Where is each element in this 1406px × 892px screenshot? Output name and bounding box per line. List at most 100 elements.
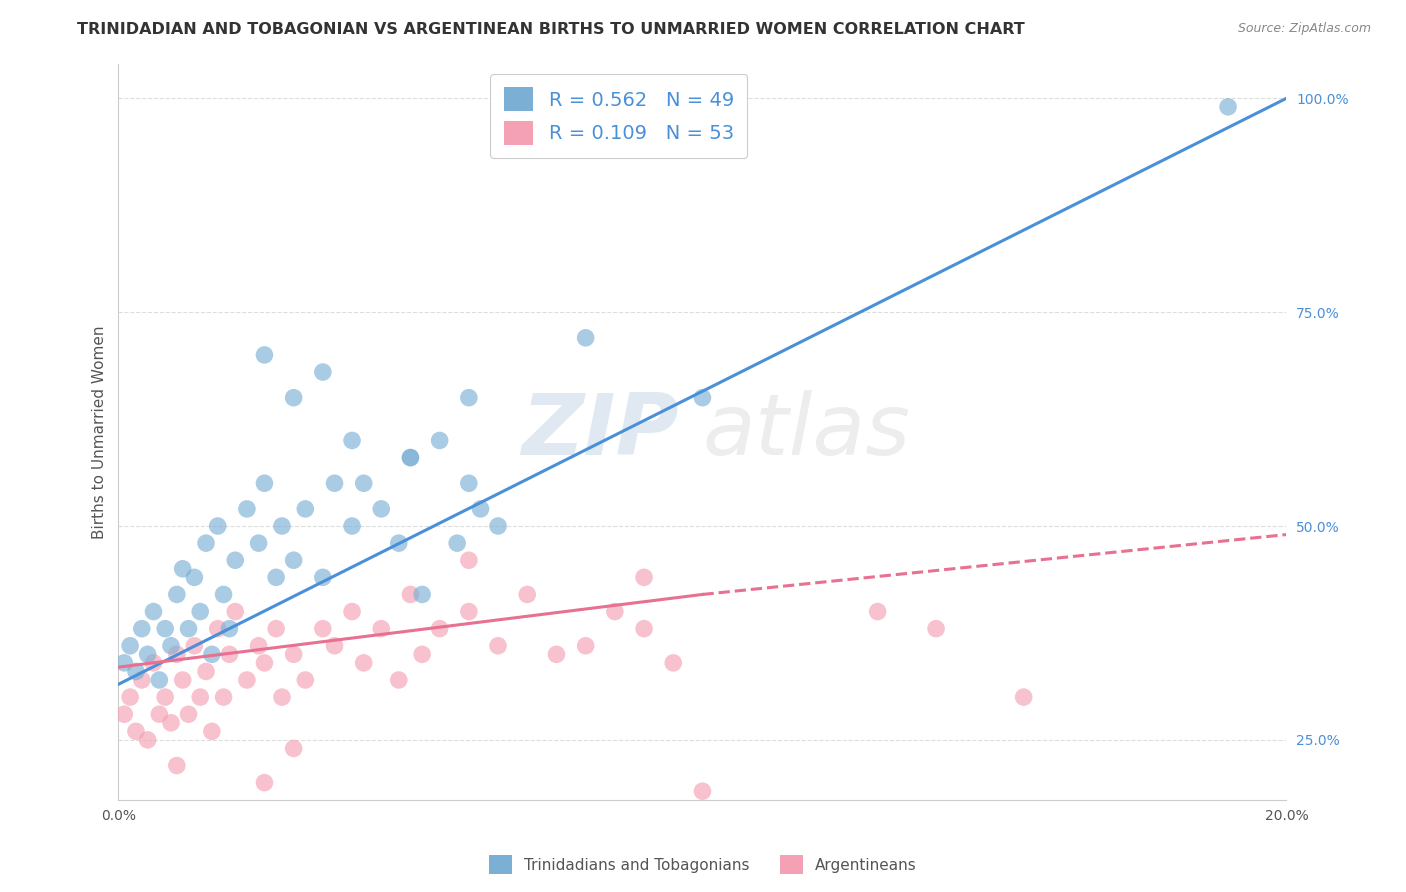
Point (294, 502, 316, 516)
Point (470, 502, 492, 516)
Point (370, 502, 392, 516)
Point (218, 648, 240, 662)
Point (486, 639, 509, 653)
Point (166, 587, 188, 601)
Point (283, 553, 305, 567)
Point (486, 519, 509, 533)
Point (188, 605, 211, 619)
Point (148, 673, 170, 687)
Point (283, 391, 305, 405)
Point (172, 673, 194, 687)
Point (546, 648, 568, 662)
Point (148, 707, 170, 722)
Point (388, 536, 411, 550)
Point (201, 724, 224, 739)
Point (224, 605, 246, 619)
Point (633, 570, 655, 584)
Point (207, 622, 229, 636)
Point (264, 570, 287, 584)
Point (253, 476, 276, 491)
Point (253, 775, 276, 789)
Point (603, 605, 626, 619)
Point (136, 732, 159, 747)
Point (172, 562, 194, 576)
Point (183, 639, 205, 653)
Point (399, 587, 422, 601)
Text: TRINIDADIAN AND TOBAGONIAN VS ARGENTINEAN BIRTHS TO UNMARRIED WOMEN CORRELATION : TRINIDADIAN AND TOBAGONIAN VS ARGENTINEA… (77, 22, 1025, 37)
Text: Source: ZipAtlas.com: Source: ZipAtlas.com (1237, 22, 1371, 36)
Point (125, 724, 148, 739)
Point (153, 622, 176, 636)
Point (218, 622, 240, 636)
Point (457, 605, 479, 619)
Point (247, 639, 270, 653)
Point (692, 391, 714, 405)
Y-axis label: Births to Unmarried Women: Births to Unmarried Women (93, 326, 107, 539)
Point (131, 622, 153, 636)
Point (411, 587, 433, 601)
Point (575, 639, 598, 653)
Point (160, 715, 183, 730)
Point (177, 622, 200, 636)
Point (399, 450, 422, 465)
Point (866, 605, 889, 619)
Point (177, 707, 200, 722)
Point (212, 587, 235, 601)
Point (1216, 100, 1239, 114)
Point (312, 365, 335, 379)
Point (125, 665, 148, 679)
Point (340, 605, 363, 619)
Point (340, 519, 363, 533)
Point (120, 639, 142, 653)
Point (136, 648, 159, 662)
Point (188, 690, 211, 705)
Point (253, 348, 276, 362)
Point (142, 656, 165, 670)
Point (516, 587, 538, 601)
Point (166, 758, 188, 772)
Point (120, 690, 142, 705)
Point (271, 690, 294, 705)
Point (131, 673, 153, 687)
Point (429, 622, 451, 636)
Point (353, 656, 375, 670)
Point (411, 648, 433, 662)
Point (142, 605, 165, 619)
Point (201, 648, 224, 662)
Point (662, 656, 685, 670)
Point (212, 690, 235, 705)
Point (399, 450, 422, 465)
Point (388, 673, 411, 687)
Point (236, 502, 259, 516)
Point (195, 665, 218, 679)
Legend: R = 0.562   N = 49, R = 0.109   N = 53: R = 0.562 N = 49, R = 0.109 N = 53 (491, 74, 748, 158)
Point (253, 656, 276, 670)
Point (457, 476, 479, 491)
Point (370, 622, 392, 636)
Point (112, 656, 135, 670)
Point (312, 570, 335, 584)
Point (323, 476, 346, 491)
Point (283, 741, 305, 756)
Point (429, 434, 451, 448)
Point (247, 536, 270, 550)
Point (323, 639, 346, 653)
Point (207, 519, 229, 533)
Point (271, 519, 294, 533)
Point (925, 622, 948, 636)
Point (294, 673, 316, 687)
Point (195, 536, 218, 550)
Point (160, 639, 183, 653)
Point (457, 553, 479, 567)
Point (236, 673, 259, 687)
Point (575, 331, 598, 345)
Legend: Trinidadians and Tobagonians, Argentineans: Trinidadians and Tobagonians, Argentinea… (482, 849, 924, 880)
Point (446, 536, 468, 550)
Point (166, 648, 188, 662)
Text: atlas: atlas (703, 391, 911, 474)
Point (153, 690, 176, 705)
Point (264, 622, 287, 636)
Point (457, 391, 479, 405)
Point (183, 570, 205, 584)
Point (1012, 690, 1035, 705)
